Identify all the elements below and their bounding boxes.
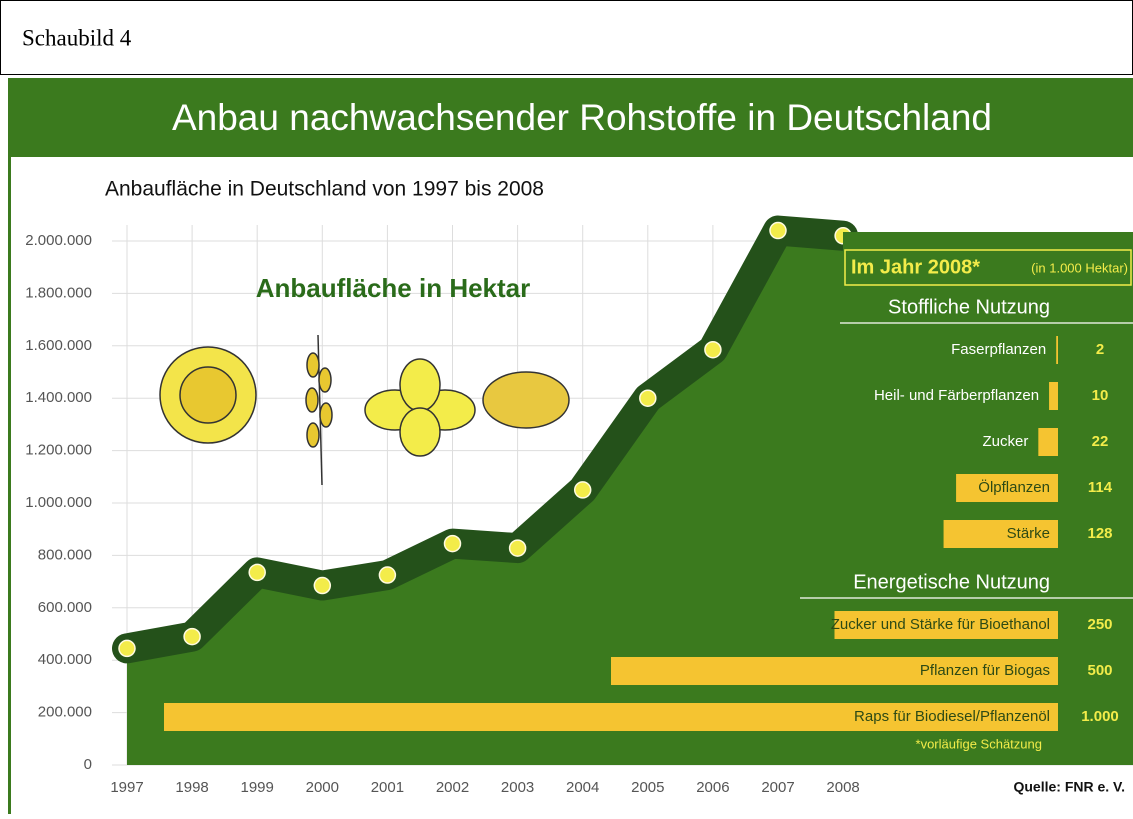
chart-title: Anbau nachwachsender Rohstoffe in Deutsc… — [172, 97, 992, 138]
y-tick-label: 600.000 — [38, 599, 92, 616]
value-label: 500 — [1087, 662, 1112, 679]
bar-label: Zucker und Stärke für Bioethanol — [831, 616, 1050, 633]
marker — [705, 342, 721, 358]
y-tick-label: 1.600.000 — [25, 337, 92, 354]
marker — [445, 536, 461, 552]
bar — [1049, 382, 1058, 410]
x-tick-label: 2002 — [436, 779, 469, 796]
sunflower-icon — [160, 347, 256, 443]
y-tick-label: 1.800.000 — [25, 284, 92, 301]
x-tick-label: 2001 — [371, 779, 404, 796]
chart: Schaubild 4 Anbau nachwachsender Rohstof… — [0, 0, 1133, 814]
bar — [1056, 336, 1058, 364]
source: Quelle: FNR e. V. — [1013, 779, 1125, 795]
value-label: 250 — [1087, 616, 1112, 633]
footnote: *vorläufige Schätzung — [916, 736, 1042, 751]
annotation: Anbaufläche in Hektar — [256, 273, 531, 303]
y-tick-label: 1.000.000 — [25, 494, 92, 511]
bar — [1038, 428, 1058, 456]
page: Schaubild 4 Anbau nachwachsender Rohstof… — [0, 0, 1133, 814]
value-label: 114 — [1088, 479, 1113, 496]
bar-label: Pflanzen für Biogas — [920, 662, 1050, 679]
wheat-icon — [306, 335, 332, 485]
marker — [379, 567, 395, 583]
x-tick-label: 2006 — [696, 779, 729, 796]
marker — [770, 223, 786, 239]
x-tick-label: 2007 — [761, 779, 794, 796]
x-tick-label: 2005 — [631, 779, 664, 796]
value-label: 1.000 — [1081, 708, 1119, 725]
header-box — [1, 1, 1133, 75]
x-tick-label: 1998 — [175, 779, 208, 796]
marker — [249, 564, 265, 580]
bar-label: Zucker — [982, 433, 1028, 450]
potato-icon — [483, 372, 569, 428]
x-tick-label: 2004 — [566, 779, 599, 796]
value-label: 10 — [1092, 387, 1109, 404]
header-label: Schaubild 4 — [22, 25, 132, 50]
chart-subtitle: Anbaufläche in Deutschland von 1997 bis … — [105, 178, 544, 201]
marker — [119, 640, 135, 656]
x-tick-label: 1997 — [110, 779, 143, 796]
y-tick-label: 0 — [84, 756, 92, 773]
bar-label: Raps für Biodiesel/Pflanzenöl — [854, 708, 1050, 725]
bar-label: Stärke — [1007, 525, 1050, 542]
x-tick-label: 2000 — [306, 779, 339, 796]
y-tick-label: 400.000 — [38, 651, 92, 668]
group-label: Stoffliche Nutzung — [888, 296, 1050, 318]
marker — [184, 629, 200, 645]
group-label: Energetische Nutzung — [853, 571, 1050, 593]
inset-title: Im Jahr 2008* — [851, 256, 980, 278]
bar-label: Heil- und Färberpflanzen — [874, 387, 1039, 404]
x-tick-label: 2008 — [826, 779, 859, 796]
flower-icon — [365, 359, 475, 456]
y-tick-label: 1.200.000 — [25, 442, 92, 459]
y-tick-label: 1.400.000 — [25, 389, 92, 406]
bar-label: Ölpflanzen — [978, 478, 1050, 496]
bar-label: Faserpflanzen — [951, 341, 1046, 358]
y-tick-label: 200.000 — [38, 704, 92, 721]
x-tick-label: 2003 — [501, 779, 534, 796]
marker — [575, 482, 591, 498]
value-label: 22 — [1092, 433, 1109, 450]
value-label: 2 — [1096, 341, 1104, 358]
marker — [640, 390, 656, 406]
marker — [314, 578, 330, 594]
x-tick-label: 1999 — [241, 779, 274, 796]
inset-subtitle: (in 1.000 Hektar) — [1031, 260, 1128, 275]
icons — [160, 335, 569, 485]
y-tick-label: 800.000 — [38, 546, 92, 563]
value-label: 128 — [1087, 525, 1112, 542]
y-tick-label: 2.000.000 — [25, 232, 92, 249]
marker — [510, 540, 526, 556]
left-border — [8, 157, 11, 814]
